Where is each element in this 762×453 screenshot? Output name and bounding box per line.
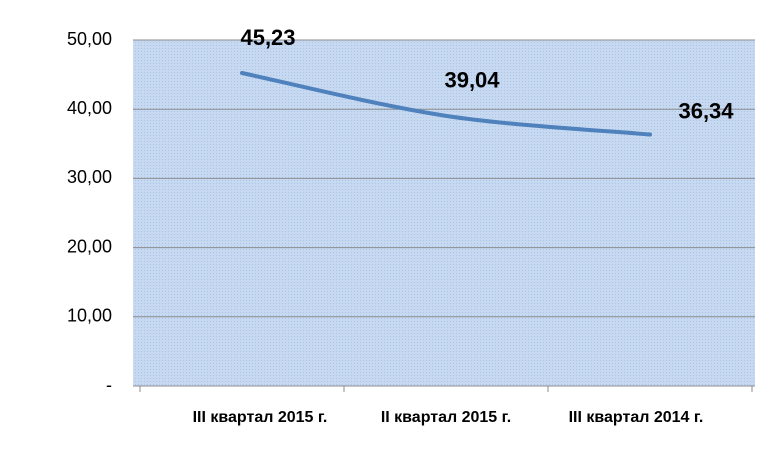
data-label: 45,23 bbox=[240, 25, 295, 50]
y-tick-label: 10,00 bbox=[67, 306, 112, 326]
y-tick-label: 50,00 bbox=[67, 29, 112, 49]
data-label: 36,34 bbox=[678, 98, 734, 123]
y-tick-label: 20,00 bbox=[67, 236, 112, 256]
y-tick-label: - bbox=[106, 375, 112, 395]
plot-area bbox=[133, 40, 755, 386]
line bbox=[240, 71, 652, 137]
x-tick-label: III квартал 2015 г. bbox=[193, 409, 328, 426]
data-label: 39,04 bbox=[444, 68, 500, 93]
x-tick-label: III квартал 2014 г. bbox=[569, 409, 704, 426]
x-tick-label: II квартал 2015 г. bbox=[381, 409, 511, 426]
y-tick-label: 40,00 bbox=[67, 98, 112, 118]
y-tick-label: 30,00 bbox=[67, 167, 112, 187]
